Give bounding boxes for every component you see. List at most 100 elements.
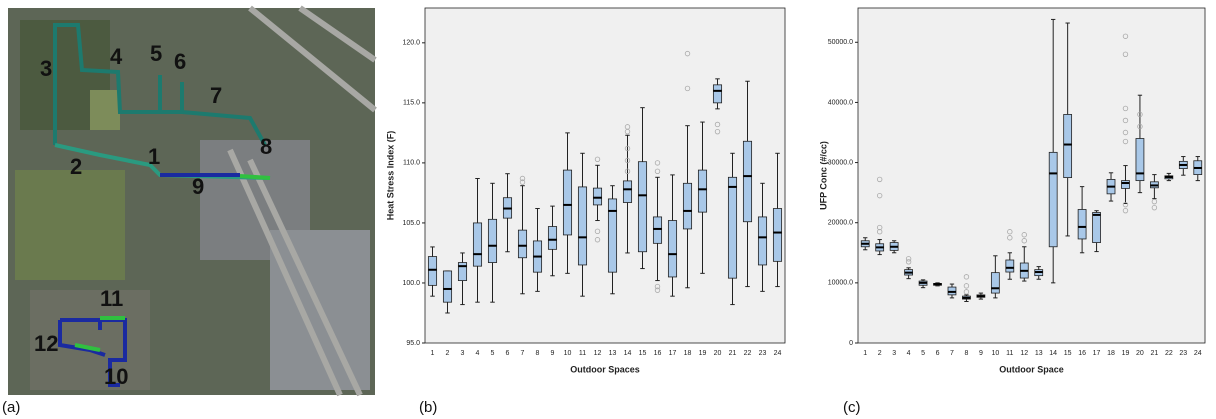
box xyxy=(1078,209,1086,238)
x-tick-label: 17 xyxy=(1093,350,1101,357)
map-label: 10 xyxy=(104,364,128,389)
box xyxy=(713,85,721,103)
x-tick-label: 9 xyxy=(979,350,983,357)
x-tick-label: 8 xyxy=(964,350,968,357)
box xyxy=(728,177,736,278)
x-tick-label: 22 xyxy=(1165,350,1173,357)
y-tick-label: 0 xyxy=(849,340,853,347)
box xyxy=(758,217,766,265)
box xyxy=(443,271,451,302)
panel-label: (b) xyxy=(419,399,437,416)
x-tick-label: 6 xyxy=(506,350,510,357)
route xyxy=(240,176,270,178)
box xyxy=(1064,114,1072,177)
box xyxy=(991,273,999,293)
y-axis-title: Heat Stress Index (F) xyxy=(385,131,395,221)
box xyxy=(1122,181,1130,189)
plot-area xyxy=(858,8,1205,343)
map-area xyxy=(15,170,125,280)
y-tick-label: 95.0 xyxy=(406,340,420,347)
x-tick-label: 14 xyxy=(1049,350,1057,357)
box xyxy=(428,257,436,286)
x-tick-label: 21 xyxy=(729,350,737,357)
x-tick-label: 21 xyxy=(1150,350,1158,357)
x-tick-label: 23 xyxy=(759,350,767,357)
map-label: 3 xyxy=(40,56,52,81)
x-tick-label: 4 xyxy=(476,350,480,357)
box xyxy=(653,217,661,243)
box xyxy=(683,183,691,229)
y-tick-label: 105.0 xyxy=(402,220,420,227)
box xyxy=(488,219,496,262)
x-tick-label: 2 xyxy=(446,350,450,357)
map-label: 2 xyxy=(70,154,82,179)
x-tick-label: 19 xyxy=(699,350,707,357)
y-tick-label: 110.0 xyxy=(403,160,420,167)
y-tick-label: 50000.0 xyxy=(828,39,853,46)
map-label: 12 xyxy=(34,331,58,356)
x-tick-label: 6 xyxy=(936,350,940,357)
map-label: 9 xyxy=(192,174,204,199)
x-tick-label: 16 xyxy=(654,350,662,357)
x-tick-label: 1 xyxy=(863,350,867,357)
y-tick-label: 10000.0 xyxy=(828,280,853,287)
x-tick-label: 12 xyxy=(1020,350,1028,357)
x-tick-label: 2 xyxy=(878,350,882,357)
x-tick-label: 13 xyxy=(609,350,617,357)
x-tick-label: 24 xyxy=(774,350,782,357)
box xyxy=(563,170,571,235)
box xyxy=(638,162,646,252)
box xyxy=(668,221,676,277)
satellite-map: 1 2 3 4 5 6 7 8 9 10 11 12 xyxy=(8,8,375,395)
x-tick-label: 23 xyxy=(1179,350,1187,357)
box xyxy=(608,199,616,272)
x-tick-label: 16 xyxy=(1078,350,1086,357)
x-tick-label: 7 xyxy=(521,350,525,357)
x-axis-title: Outdoor Spaces xyxy=(570,364,640,374)
x-axis-title: Outdoor Space xyxy=(999,364,1064,374)
box xyxy=(743,141,751,221)
x-tick-label: 7 xyxy=(950,350,954,357)
x-tick-label: 20 xyxy=(714,350,722,357)
box xyxy=(623,181,631,203)
x-tick-label: 3 xyxy=(461,350,465,357)
x-tick-label: 5 xyxy=(921,350,925,357)
figure: 1 2 3 4 5 6 7 8 9 10 11 12 (a) 95.0100.0… xyxy=(0,0,1216,419)
box xyxy=(698,170,706,212)
y-axis-title: UFP Conc (#/cc) xyxy=(818,141,828,210)
y-tick-label: 30000.0 xyxy=(828,159,853,166)
x-tick-label: 12 xyxy=(594,350,602,357)
map-label: 8 xyxy=(260,134,272,159)
map-label: 7 xyxy=(210,83,222,108)
box xyxy=(473,223,481,266)
box xyxy=(773,209,781,262)
x-tick-label: 4 xyxy=(907,350,911,357)
x-tick-label: 13 xyxy=(1035,350,1043,357)
x-tick-label: 24 xyxy=(1194,350,1202,357)
x-tick-label: 15 xyxy=(639,350,647,357)
x-tick-label: 11 xyxy=(579,350,586,357)
box xyxy=(1093,212,1101,242)
x-tick-label: 17 xyxy=(669,350,677,357)
x-tick-label: 15 xyxy=(1064,350,1072,357)
x-tick-label: 3 xyxy=(892,350,896,357)
box xyxy=(1006,260,1014,272)
panel-label: (a) xyxy=(2,399,20,416)
map-label: 5 xyxy=(150,41,162,66)
box xyxy=(548,227,556,250)
x-tick-label: 8 xyxy=(536,350,540,357)
box xyxy=(1049,152,1057,246)
y-tick-label: 120.0 xyxy=(402,40,420,47)
box xyxy=(593,188,601,205)
map-label: 4 xyxy=(110,44,123,69)
y-tick-label: 20000.0 xyxy=(828,220,853,227)
x-tick-label: 10 xyxy=(991,350,999,357)
x-tick-label: 10 xyxy=(564,350,572,357)
x-tick-label: 18 xyxy=(1107,350,1115,357)
x-tick-label: 11 xyxy=(1006,350,1013,357)
x-tick-label: 9 xyxy=(551,350,555,357)
panel-label: (c) xyxy=(843,399,861,416)
box xyxy=(578,187,586,265)
y-tick-label: 115.0 xyxy=(403,100,420,107)
x-tick-label: 22 xyxy=(744,350,752,357)
